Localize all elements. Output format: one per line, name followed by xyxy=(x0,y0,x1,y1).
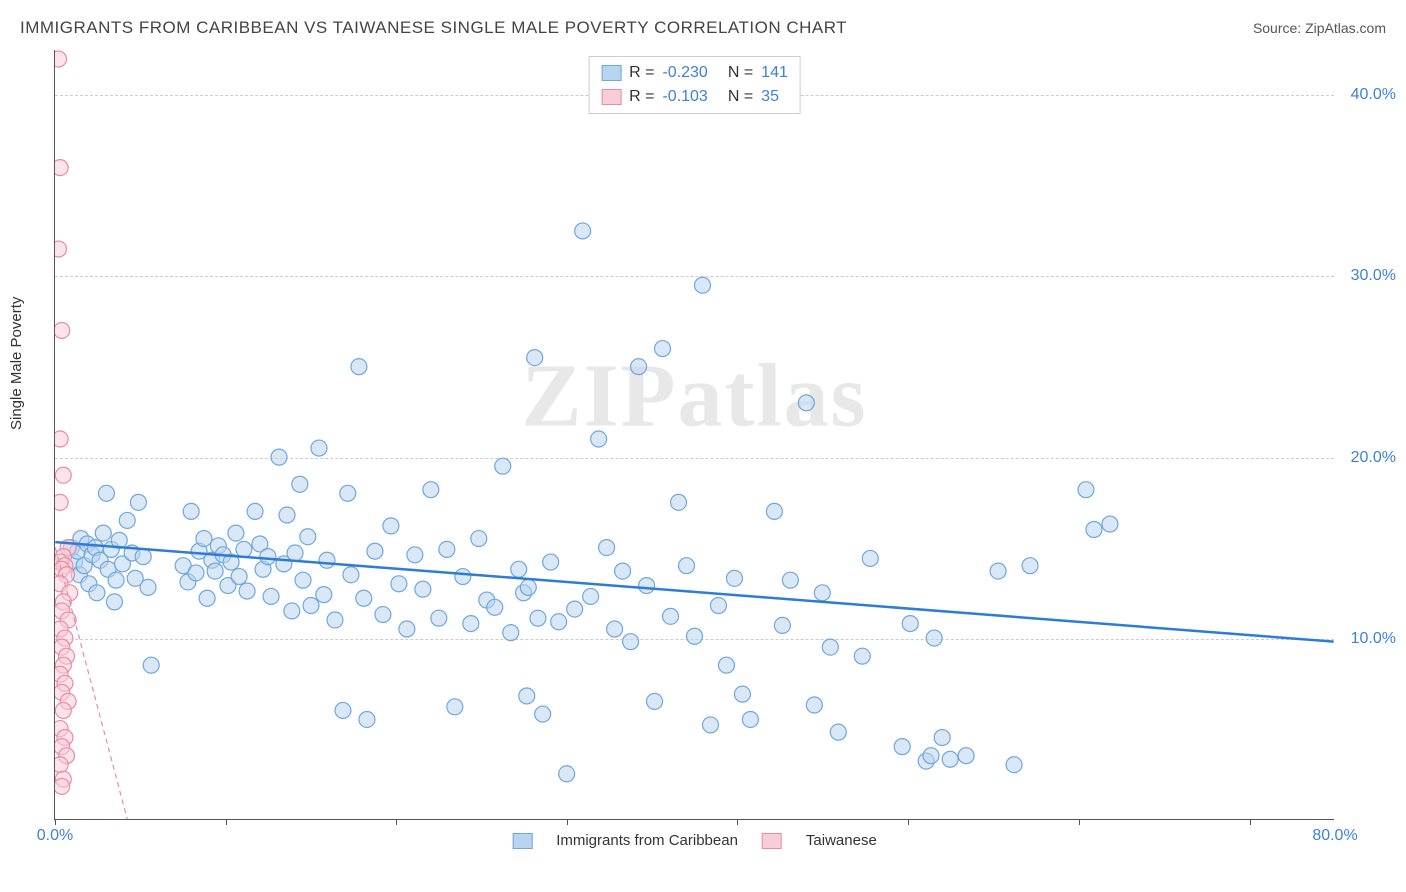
x-tick-label: 0.0% xyxy=(37,827,73,845)
stats-row-series1: R = -0.230 N = 141 xyxy=(601,61,788,85)
stat-n1: 141 xyxy=(761,61,788,85)
bottom-legend: Immigrants from Caribbean Taiwanese xyxy=(512,832,877,849)
plot-area: ZIPatlas R = -0.230 N = 141 R = -0.103 N… xyxy=(54,50,1334,820)
stat-r1: -0.230 xyxy=(662,61,707,85)
title-bar: IMMIGRANTS FROM CARIBBEAN VS TAIWANESE S… xyxy=(20,18,1386,38)
x-tick-mark xyxy=(1079,819,1080,825)
chart-title: IMMIGRANTS FROM CARIBBEAN VS TAIWANESE S… xyxy=(20,18,847,38)
stats-row-series2: R = -0.103 N = 35 xyxy=(601,85,788,109)
swatch-icon xyxy=(762,833,782,849)
x-tick-mark xyxy=(396,819,397,825)
y-tick-label: 30.0% xyxy=(1351,267,1396,285)
y-axis-label: Single Male Poverty xyxy=(8,297,25,430)
correlation-stats-box: R = -0.230 N = 141 R = -0.103 N = 35 xyxy=(588,56,801,114)
x-tick-mark xyxy=(1250,819,1251,825)
y-tick-label: 10.0% xyxy=(1351,630,1396,648)
source-label: Source: ZipAtlas.com xyxy=(1253,20,1386,36)
y-tick-label: 40.0% xyxy=(1351,86,1396,104)
stat-n2: 35 xyxy=(761,85,779,109)
legend-label-1: Immigrants from Caribbean xyxy=(556,832,738,849)
x-tick-mark xyxy=(567,819,568,825)
legend-label-2: Taiwanese xyxy=(806,832,877,849)
x-tick-mark xyxy=(55,819,56,825)
scatter-plot-svg xyxy=(55,50,1334,819)
x-tick-mark xyxy=(226,819,227,825)
swatch-icon xyxy=(601,89,621,105)
swatch-icon xyxy=(601,65,621,81)
stat-r2: -0.103 xyxy=(662,85,707,109)
swatch-icon xyxy=(512,833,532,849)
x-tick-mark xyxy=(737,819,738,825)
x-tick-mark xyxy=(908,819,909,825)
x-tick-label: 80.0% xyxy=(1312,827,1357,845)
y-tick-label: 20.0% xyxy=(1351,449,1396,467)
source-link[interactable]: ZipAtlas.com xyxy=(1305,20,1386,36)
